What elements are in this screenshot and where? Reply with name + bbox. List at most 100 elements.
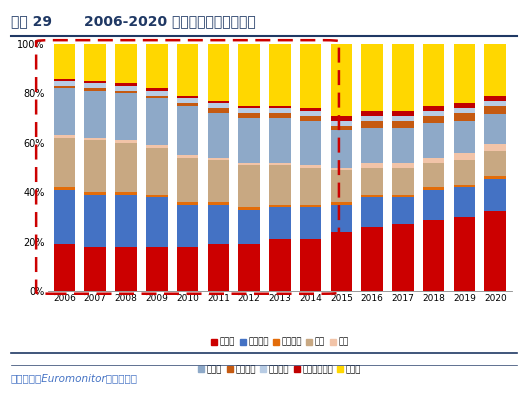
Bar — [84, 192, 106, 195]
Bar — [238, 113, 260, 118]
Bar — [269, 207, 290, 239]
Text: 资料来源：Euromonitor，华创证券: 资料来源：Euromonitor，华创证券 — [11, 373, 138, 383]
Bar — [238, 106, 260, 108]
Bar — [392, 195, 414, 197]
Bar — [485, 107, 506, 114]
Bar — [208, 108, 229, 113]
Bar — [300, 205, 322, 207]
Bar — [208, 101, 229, 103]
Bar — [300, 116, 322, 120]
Bar — [84, 83, 106, 89]
Bar — [331, 130, 352, 168]
Bar — [269, 118, 290, 163]
Bar — [485, 179, 506, 211]
Bar — [54, 138, 75, 188]
Bar — [331, 44, 352, 116]
Bar — [331, 126, 352, 130]
Bar — [208, 160, 229, 202]
Bar — [361, 120, 383, 128]
Bar — [300, 111, 322, 116]
Bar — [454, 188, 475, 217]
Bar — [208, 244, 229, 291]
Bar — [361, 128, 383, 163]
Bar — [454, 113, 475, 120]
Bar — [238, 163, 260, 165]
Bar — [54, 79, 75, 81]
Bar — [423, 106, 445, 111]
Bar — [423, 163, 445, 188]
Bar — [392, 225, 414, 291]
Bar — [485, 44, 506, 97]
Bar — [115, 195, 137, 247]
Bar — [361, 197, 383, 227]
Bar — [177, 106, 199, 155]
Bar — [146, 44, 167, 89]
Bar — [454, 44, 475, 103]
Bar — [331, 170, 352, 202]
Bar — [269, 205, 290, 207]
Bar — [115, 44, 137, 83]
Bar — [269, 163, 290, 165]
Text: 2006-2020 年软饮料结构变动趋势: 2006-2020 年软饮料结构变动趋势 — [84, 14, 256, 28]
Bar — [54, 89, 75, 135]
Bar — [485, 176, 506, 179]
Bar — [146, 96, 167, 98]
Bar — [423, 190, 445, 219]
Bar — [485, 211, 506, 291]
Bar — [485, 151, 506, 176]
Bar — [423, 116, 445, 123]
Bar — [54, 81, 75, 86]
Bar — [454, 108, 475, 113]
Bar — [177, 247, 199, 291]
Bar — [177, 158, 199, 202]
Bar — [84, 89, 106, 91]
Bar — [300, 44, 322, 108]
Bar — [115, 93, 137, 140]
Bar — [392, 111, 414, 116]
Bar — [177, 205, 199, 247]
Bar — [54, 44, 75, 79]
Bar — [146, 247, 167, 291]
Bar — [361, 227, 383, 291]
Bar — [454, 217, 475, 291]
Bar — [361, 195, 383, 197]
Bar — [146, 145, 167, 148]
Bar — [454, 153, 475, 160]
Bar — [208, 44, 229, 101]
Bar — [238, 108, 260, 113]
Bar — [392, 128, 414, 163]
Bar — [115, 247, 137, 291]
Bar — [423, 44, 445, 106]
Bar — [208, 205, 229, 244]
Bar — [115, 86, 137, 91]
Bar — [115, 91, 137, 93]
Bar — [208, 202, 229, 205]
Bar — [423, 111, 445, 116]
Bar — [392, 116, 414, 120]
Bar — [208, 103, 229, 108]
Bar — [423, 219, 445, 291]
Bar — [54, 188, 75, 190]
Bar — [331, 232, 352, 291]
Bar — [423, 123, 445, 158]
Bar — [84, 91, 106, 138]
Bar — [392, 168, 414, 195]
Bar — [454, 103, 475, 108]
Bar — [269, 165, 290, 205]
Bar — [84, 81, 106, 83]
Bar — [300, 120, 322, 165]
Bar — [269, 108, 290, 113]
Bar — [146, 91, 167, 96]
Bar — [177, 155, 199, 158]
Bar — [177, 96, 199, 98]
Bar — [269, 44, 290, 106]
Bar — [84, 140, 106, 192]
Bar — [84, 195, 106, 247]
Bar — [423, 158, 445, 163]
Bar — [115, 192, 137, 195]
Bar — [238, 207, 260, 209]
Bar — [392, 120, 414, 128]
Bar — [361, 163, 383, 168]
Bar — [361, 44, 383, 111]
Bar — [269, 239, 290, 291]
